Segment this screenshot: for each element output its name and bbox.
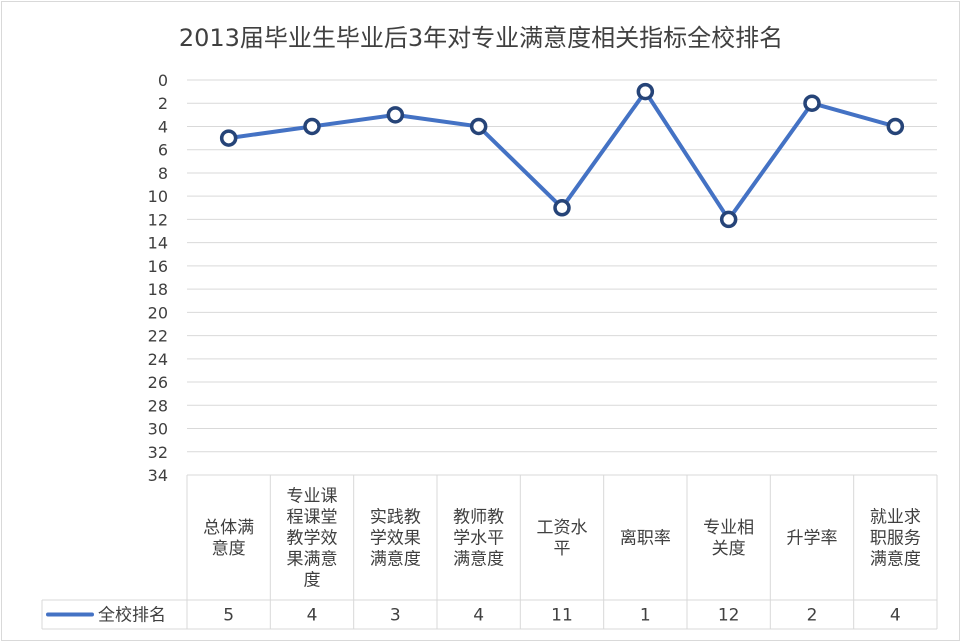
y-tick-label: 22 [148,327,168,346]
y-tick-label: 18 [148,280,168,299]
category-label: 度 [304,571,321,591]
category-label: 升学率 [787,529,838,549]
data-point [886,117,905,136]
data-point [219,129,238,147]
y-tick-label: 8 [158,164,168,183]
category-label: 学水平 [453,529,504,549]
series-line [219,82,905,229]
y-tick-label: 0 [158,71,168,90]
category-label: 专业相 [703,518,754,538]
table-value: 4 [890,606,901,626]
data-point [553,199,571,217]
legend-label: 全校排名 [98,606,166,626]
table-value: 2 [807,606,818,626]
category-label: 就业求 [870,508,921,528]
table-value: 1 [640,606,651,626]
data-point [636,82,655,101]
category-label: 果满意 [287,550,338,570]
table-value: 11 [551,606,573,626]
y-tick-label: 26 [148,373,168,392]
category-label: 工资水 [537,518,588,538]
category-label: 关度 [712,539,746,559]
category-label: 实践教 [370,508,421,528]
category-label: 专业课 [287,487,338,507]
data-point [719,210,738,229]
y-tick-label: 4 [158,117,168,136]
category-label: 总体满 [203,518,254,538]
table-value: 4 [307,606,318,626]
category-label: 教学效 [287,529,338,549]
category-label: 满意度 [453,550,504,570]
table-value: 5 [223,606,234,626]
data-point [803,94,821,112]
y-tick-label: 24 [148,350,168,369]
category-label: 意度 [212,539,246,559]
y-tick-label: 16 [148,257,168,276]
category-label: 平 [554,539,571,559]
gridlines [187,79,937,476]
table-value: 12 [718,606,740,626]
table-value: 4 [473,606,484,626]
y-tick-label: 14 [148,234,168,253]
category-label: 教师教 [453,508,504,528]
y-tick-label: 30 [148,420,168,439]
y-tick-label: 28 [148,396,168,415]
y-tick-label: 34 [148,466,168,485]
category-label: 满意度 [370,550,421,570]
y-tick-label: 2 [158,94,168,113]
data-point [469,117,488,136]
chart-title: 2013届毕业生毕业后3年对专业满意度相关指标全校排名 [179,24,783,52]
category-label: 职服务 [870,529,921,549]
y-tick-label: 32 [148,443,168,462]
y-tick-label: 12 [148,210,168,229]
y-tick-label: 6 [158,141,168,160]
category-label: 离职率 [620,529,671,549]
y-tick-label: 20 [148,303,168,322]
table-value: 3 [390,606,401,626]
data-table: 总体满意度5专业课程课堂教学效果满意度4实践教学效果满意度3教师教学水平满意度4… [41,474,938,630]
category-label: 满意度 [870,550,921,570]
y-tick-label: 10 [148,187,168,206]
category-label: 学效果 [370,529,421,549]
data-point [386,106,405,124]
data-point [303,117,321,136]
category-label: 程课堂 [287,508,338,528]
